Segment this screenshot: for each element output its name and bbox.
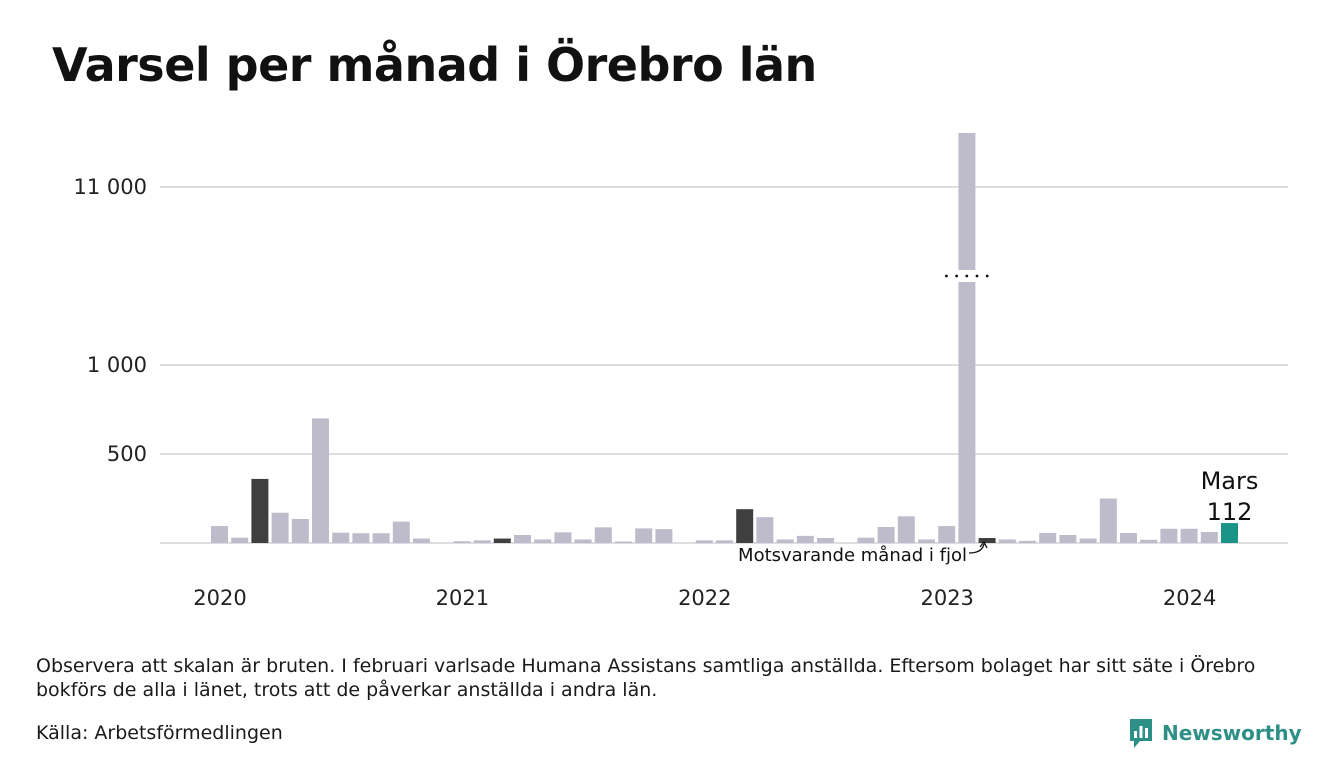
bar (857, 537, 875, 543)
bar (453, 541, 471, 543)
bars (211, 133, 1238, 543)
axis-break-dot (965, 274, 969, 278)
bar (514, 534, 531, 543)
bar (392, 521, 410, 543)
axis-break-dot (955, 274, 958, 278)
bar (756, 517, 774, 543)
newsworthy-logo-icon (1130, 719, 1152, 748)
brand-name: Newsworthy (1162, 721, 1302, 745)
axis-break-dot (985, 274, 989, 278)
bar (615, 541, 632, 543)
bar (655, 529, 673, 543)
bar (1099, 498, 1117, 543)
bar (796, 535, 814, 543)
y-axis-ticks: 500 1 000 11 000 (74, 175, 147, 466)
bar (695, 540, 713, 543)
current-month-label: Mars (1201, 467, 1259, 495)
bar (918, 539, 935, 543)
bar (372, 533, 390, 543)
current-month-value: 112 (1207, 498, 1253, 526)
annotation-arrowhead (979, 540, 988, 549)
bar (271, 512, 289, 543)
bar (574, 539, 592, 543)
previous-year-annotation: Motsvarande månad i fjol (738, 545, 967, 566)
chart-title: Varsel per månad i Örebro län (52, 38, 817, 92)
bar (635, 528, 653, 543)
bar (1140, 539, 1158, 543)
bar (1180, 528, 1198, 543)
bar (332, 532, 350, 543)
bar (776, 539, 794, 543)
bar (736, 509, 754, 543)
bar (1221, 523, 1238, 543)
source-credit: Källa: Arbetsförmedlingen (36, 722, 283, 744)
brand[interactable]: Newsworthy (1128, 716, 1302, 750)
y-tick-label: 11 000 (74, 175, 147, 199)
bar (413, 538, 430, 543)
bar (897, 516, 915, 543)
axis-break-dot (975, 274, 979, 278)
chart-note: Observera att skalan är bruten. I februa… (36, 655, 1256, 701)
annotation-arrow (968, 543, 985, 554)
x-tick-label: 2020 (193, 586, 246, 610)
bar (1039, 532, 1057, 543)
y-tick-label: 1 000 (87, 353, 147, 377)
y-tick-label: 500 (107, 442, 147, 466)
bar (998, 539, 1016, 543)
bar (716, 540, 733, 543)
annotations: Mars 112 Motsvarande månad i fjol (738, 467, 1258, 566)
bar (534, 539, 552, 543)
x-tick-label: 2023 (920, 586, 973, 610)
bar (958, 133, 976, 543)
bar (473, 540, 491, 543)
bar (1160, 528, 1178, 543)
bar-chart: 500 1 000 11 000 2020 2021 2022 2023 2024 Mars… (74, 133, 1288, 610)
axis-break-dot (945, 274, 948, 278)
bar (1200, 531, 1218, 543)
x-tick-label: 2021 (436, 586, 489, 610)
bar (817, 538, 834, 543)
x-tick-label: 2022 (678, 586, 731, 610)
bar (1059, 534, 1077, 543)
bar (1120, 533, 1137, 543)
bar (978, 538, 996, 543)
bar (211, 526, 228, 543)
bar (312, 418, 329, 543)
bar (1079, 538, 1097, 543)
x-axis-ticks: 2020 2021 2022 2023 2024 (193, 586, 1216, 610)
bar (1019, 540, 1036, 543)
x-tick-label: 2024 (1163, 586, 1216, 610)
bar (231, 537, 249, 543)
bar (493, 538, 511, 543)
axis-break-marker (944, 270, 990, 282)
bar (594, 527, 612, 543)
bar (291, 518, 309, 543)
bar (938, 526, 956, 543)
bar (554, 532, 572, 543)
grid-lines (160, 186, 1288, 544)
bar (877, 526, 895, 543)
bar (251, 478, 269, 543)
bar (352, 533, 370, 543)
